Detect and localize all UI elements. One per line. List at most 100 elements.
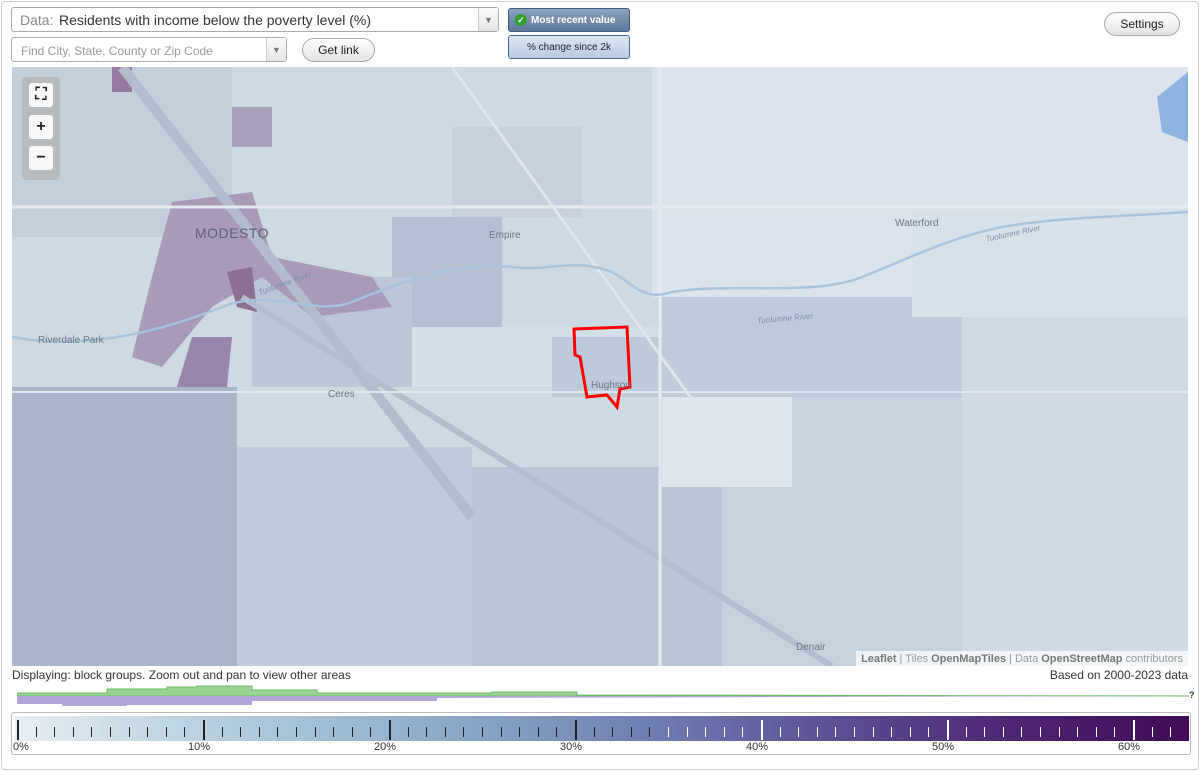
data-range-note: Based on 2000-2023 data — [1049, 668, 1188, 682]
data-selected-value: Residents with income below the poverty … — [59, 12, 372, 28]
chevron-down-icon[interactable]: ▼ — [478, 8, 498, 31]
legend-minor-tick — [816, 727, 818, 737]
legend-major-tick — [203, 720, 205, 740]
city-label-denair: Denair — [796, 642, 826, 653]
choropleth-map[interactable]: ⛶ + − MODESTO Empire Waterford Riverdale… — [12, 67, 1188, 666]
legend-major-tick — [1133, 720, 1135, 740]
legend-tick-label: 0% — [13, 741, 29, 753]
legend-minor-tick — [482, 727, 483, 737]
city-label-riverdale: Riverdale Park — [38, 335, 104, 346]
legend-minor-tick — [798, 727, 800, 737]
legend-minor-tick — [296, 727, 297, 737]
openmaptiles-link[interactable]: OpenMapTiles — [931, 652, 1007, 665]
chevron-down-icon[interactable]: ▼ — [266, 38, 286, 61]
legend-minor-tick — [165, 727, 167, 737]
legend-minor-tick — [872, 727, 874, 737]
get-link-button[interactable]: Get link — [302, 38, 375, 62]
distribution-histogram — [17, 685, 1189, 706]
zoom-out-icon[interactable]: − — [29, 146, 53, 170]
legend-major-tick — [947, 720, 949, 740]
zoom-control: ⛶ + − — [22, 77, 60, 180]
legend-minor-tick — [1170, 727, 1172, 737]
legend-major-tick — [17, 720, 19, 740]
legend-minor-tick — [909, 727, 911, 737]
legend-minor-tick — [1095, 727, 1097, 737]
check-icon: ✓ — [515, 14, 527, 26]
legend-minor-tick — [333, 727, 335, 737]
legend-minor-tick — [723, 727, 725, 737]
legend-major-tick — [575, 720, 577, 740]
city-label-ceres: Ceres — [328, 389, 355, 400]
legend-tick-label: 40% — [746, 741, 769, 753]
legend-minor-tick — [500, 727, 502, 737]
legend-minor-tick — [1002, 727, 1004, 737]
location-search[interactable]: ▼ — [11, 37, 287, 63]
legend-minor-tick — [35, 727, 37, 737]
legend-minor-tick — [1188, 727, 1190, 737]
legend-minor-tick — [928, 727, 930, 737]
legend-minor-tick — [630, 727, 632, 737]
legend-minor-tick — [612, 727, 614, 737]
legend-major-tick — [389, 720, 391, 740]
legend-minor-tick — [128, 727, 130, 737]
display-status: Displaying: block groups. Zoom out and p… — [12, 668, 351, 682]
legend-gradient — [15, 716, 1189, 741]
legend-minor-tick — [240, 727, 242, 737]
legend-minor-tick — [184, 727, 186, 737]
legend-tick-label: 10% — [188, 741, 211, 753]
legend-major-tick — [761, 720, 763, 740]
legend-minor-tick — [984, 727, 986, 737]
legend-minor-tick — [463, 727, 465, 737]
legend-minor-tick — [537, 727, 539, 737]
city-label-waterford: Waterford — [895, 218, 939, 229]
legend-minor-tick — [519, 727, 521, 737]
legend-minor-tick — [277, 727, 279, 737]
legend-minor-tick — [965, 727, 967, 737]
legend-minor-tick — [779, 727, 781, 737]
map-canvas — [12, 67, 1188, 666]
legend-minor-tick — [407, 727, 409, 737]
legend-minor-tick — [556, 727, 558, 737]
legend-minor-tick — [258, 727, 260, 737]
legend-minor-tick — [221, 727, 223, 737]
legend-minor-tick — [110, 727, 111, 737]
osm-link[interactable]: OpenStreetMap — [1041, 652, 1123, 665]
settings-button[interactable]: Settings — [1104, 12, 1180, 36]
legend-minor-tick — [668, 727, 669, 737]
city-label-empire: Empire — [489, 230, 521, 241]
legend-minor-tick — [891, 727, 893, 737]
legend-minor-tick — [1040, 727, 1041, 737]
most-recent-value-button[interactable]: ✓ Most recent value — [508, 8, 630, 32]
data-prefix-label: Data: — [20, 12, 54, 28]
legend-tick-label: 50% — [932, 741, 955, 753]
color-legend: 0% 10% 20% 30% 40% 50% 60% — [11, 712, 1191, 755]
unknown-mark: ? — [1189, 690, 1195, 700]
zoom-in-icon[interactable]: + — [29, 115, 53, 139]
legend-minor-tick — [649, 727, 651, 737]
legend-minor-tick — [835, 727, 837, 737]
legend-minor-tick — [1058, 727, 1060, 737]
map-attribution: Leaflet | Tiles OpenMapTiles | Data Open… — [856, 651, 1188, 666]
city-label-hughson: Hughson — [591, 380, 632, 391]
legend-minor-tick — [91, 727, 93, 737]
legend-minor-tick — [54, 727, 56, 737]
search-input[interactable] — [12, 38, 273, 63]
fullscreen-icon[interactable]: ⛶ — [29, 83, 53, 107]
legend-minor-tick — [1151, 727, 1153, 737]
legend-minor-tick — [705, 727, 707, 737]
legend-minor-tick — [147, 727, 149, 737]
data-selector[interactable]: Data: Residents with income below the po… — [11, 7, 499, 32]
legend-minor-tick — [1021, 727, 1023, 737]
legend-tick-label: 30% — [560, 741, 583, 753]
legend-minor-tick — [351, 727, 353, 737]
legend-minor-tick — [426, 727, 428, 737]
legend-minor-tick — [1114, 727, 1116, 737]
legend-minor-tick — [686, 727, 688, 737]
city-label-modesto: MODESTO — [195, 225, 270, 241]
legend-minor-tick — [1077, 727, 1079, 737]
leaflet-link[interactable]: Leaflet — [861, 652, 897, 665]
pct-change-button[interactable]: % change since 2k — [508, 35, 630, 59]
legend-minor-tick — [742, 727, 744, 737]
legend-minor-tick — [370, 727, 372, 737]
legend-minor-tick — [593, 727, 595, 737]
